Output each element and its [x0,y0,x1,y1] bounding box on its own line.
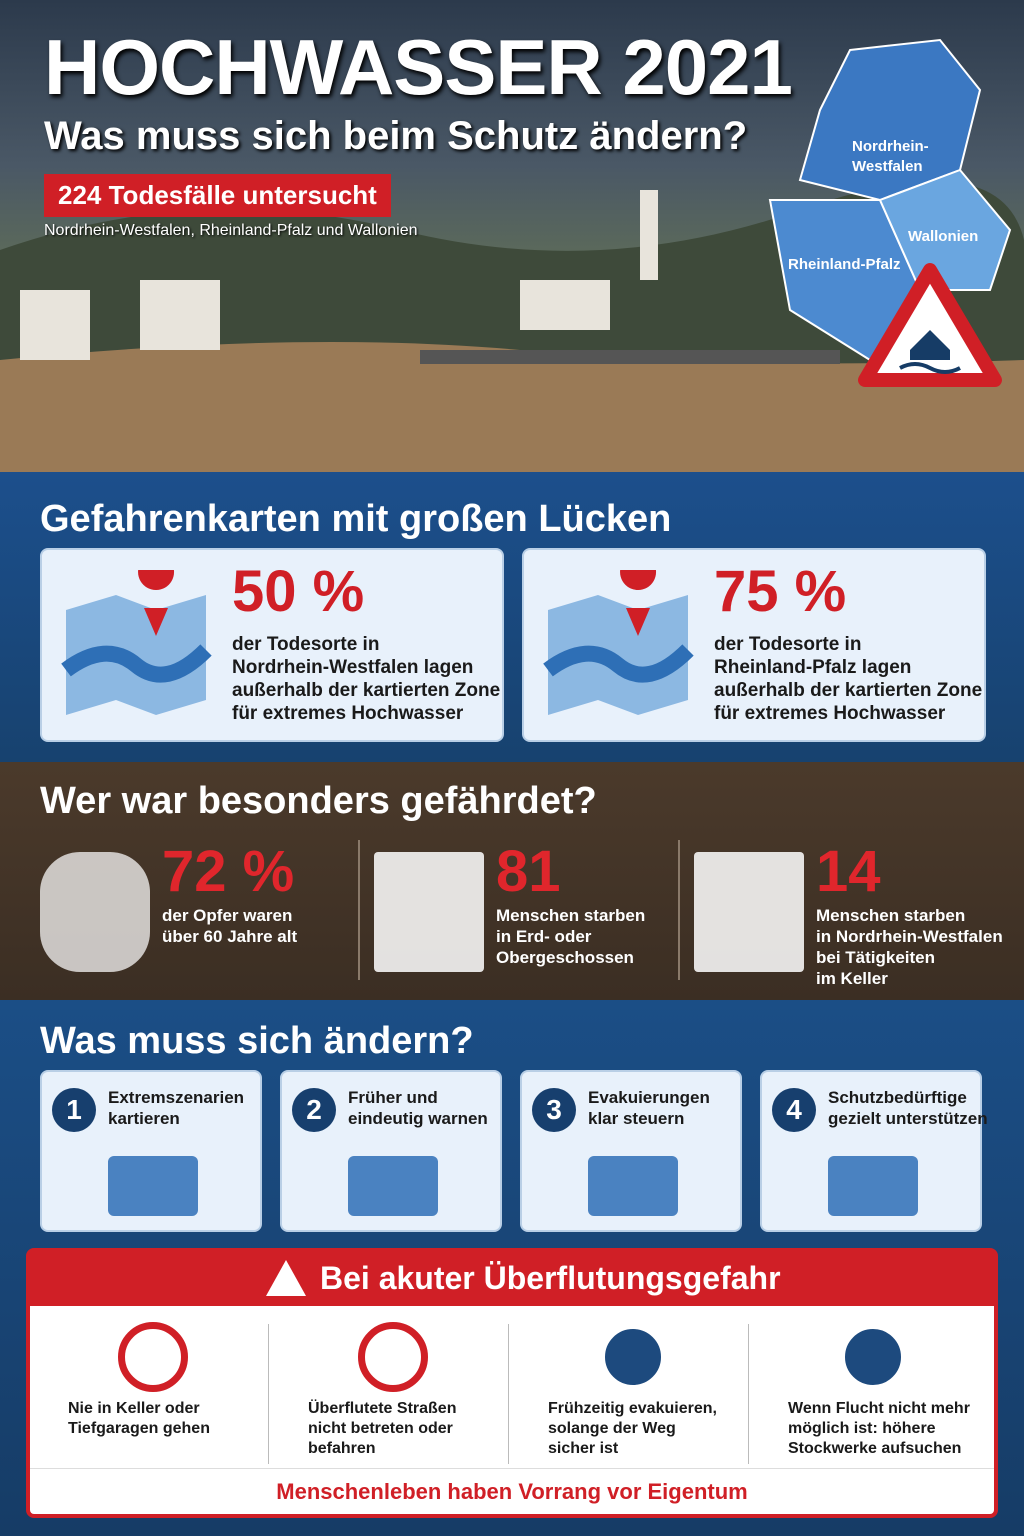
text-line: außerhalb der kartierten Zone [714,680,983,701]
text-line: der Todesorte in [714,634,862,655]
stat-value: 50 % [232,559,365,624]
map-icon [61,570,212,715]
text-line: für extremes Hochwasser [232,703,464,724]
text-line: Nordrhein- [852,138,929,155]
text-line: über 60 Jahre alt [162,927,298,946]
stat-value: 81 [496,839,561,904]
action-icon [828,1156,918,1216]
step-number: 1 [52,1088,96,1132]
text-line: Wenn Flucht nicht mehr [788,1400,970,1417]
text-line: Menschen starben [496,906,646,925]
action-card: 4 Schutzbedürftige gezielt unterstützen [760,1070,988,1232]
text-line: bei Tätigkeiten [816,948,936,967]
warning-icon [266,1260,306,1296]
step-number: 2 [292,1088,336,1132]
section-title: Was muss sich ändern? [40,1020,474,1062]
badge: 224 Todesfälle untersucht [44,174,391,217]
stat-value: 72 % [162,839,295,904]
stat-card: 75 % der Todesorte in Rheinland-Pfalz lage… [522,548,986,742]
divider [268,1324,269,1464]
text-line: Menschen starben [816,906,966,925]
text-line: Stockwerke aufsuchen [788,1440,962,1457]
text-line: Nie in Keller oder [68,1400,200,1417]
warning-title: Bei akuter Überflutungsgefahr [320,1260,781,1296]
text-line: möglich ist: höhere [788,1420,936,1437]
text-line: Früher und [348,1088,438,1107]
header-photo [0,0,1024,473]
text-line: Obergeschossen [496,948,634,967]
text-line: Evakuierungen [588,1088,710,1107]
text-line: Westfalen [852,158,923,175]
text-line: für extremes Hochwasser [714,703,946,724]
text-line: Nordrhein-Westfalen lagen [232,657,474,678]
subtitle: Was muss sich beim Schutz ändern? [44,114,748,158]
divider [748,1324,749,1464]
divider [358,840,360,980]
text-line: sicher ist [548,1440,619,1457]
section-title: Wer war besonders gefährdet? [40,780,597,822]
text-line: Tiefgaragen gehen [68,1420,210,1437]
warning-header [30,1252,994,1306]
map-label: Wallonien [908,228,979,245]
text-line: klar steuern [588,1109,685,1128]
action-card: 3 Evakuierungen klar steuern [520,1070,742,1232]
step-number: 4 [772,1088,816,1132]
action-icon [588,1156,678,1216]
action-icon [348,1156,438,1216]
text-line: der Todesorte in [232,634,380,655]
text-line: der Opfer waren [162,906,293,925]
divider [678,840,680,980]
risk-section [0,762,1024,1000]
text-line: solange der Weg [548,1420,676,1437]
text-line: Schutzbedürftige [828,1088,967,1107]
header-scene [0,181,1024,473]
text-line: Überflutete Straßen [308,1400,457,1417]
item-icon [838,1322,908,1392]
item-icon [118,1322,188,1392]
stat-card: 50 % der Todesorte in Nordrhein-Westfalen … [40,548,504,742]
action-icon [108,1156,198,1216]
step-number: 3 [532,1088,576,1132]
text-line: in Erd- oder [496,927,592,946]
stat-icon [374,852,484,972]
title: HOCHWASSER 2021 [44,23,793,111]
map-icon [543,570,694,715]
stat-value: 14 [816,839,881,904]
stat-value: 75 % [714,559,847,624]
item-icon [598,1322,668,1392]
item-icon [358,1322,428,1392]
text-line: Extremszenarien [108,1088,245,1107]
map-label: Rheinland-Pfalz [788,256,901,273]
text-line: befahren [308,1440,376,1457]
text-line: im Keller [816,969,888,988]
regions: Nordrhein-Westfalen, Rheinland-Pfalz und… [44,222,418,239]
text-line: nicht betreten oder [308,1420,453,1437]
warning-panel: Bei akuter Überflutungsgefahr Nie in Kell… [26,1248,998,1518]
text-line: gezielt unterstützen [828,1109,988,1128]
action-card: 1 Extremszenarien kartieren [40,1070,262,1232]
text-line: Rheinland-Pfalz lagen [714,657,912,678]
divider [508,1324,509,1464]
text-line: Frühzeitig evakuieren, [548,1400,717,1417]
section-title: Gefahrenkarten mit großen Lücken [40,498,672,540]
text-line: kartieren [108,1109,180,1128]
region-map [768,38,1012,387]
text-line: außerhalb der kartierten Zone [232,680,501,701]
warning-footer: Menschenleben haben Vorrang vor Eigentum [30,1468,994,1505]
action-card: 2 Früher und eindeutig warnen [280,1070,502,1232]
stat-icon [694,852,804,972]
text-line: in Nordrhein-Westfalen [816,927,1003,946]
stat-icon [40,852,150,972]
text-line: eindeutig warnen [348,1109,488,1128]
